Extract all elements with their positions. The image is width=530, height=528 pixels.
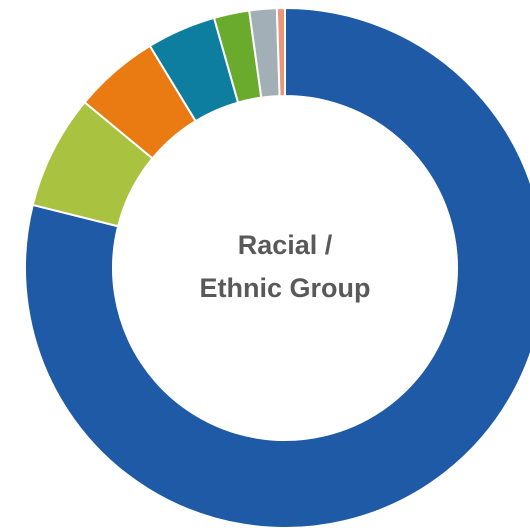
center-label: Ethnic Group bbox=[200, 273, 371, 303]
center-label: Racial / bbox=[238, 230, 333, 260]
donut bbox=[24, 6, 530, 528]
donut-slice bbox=[24, 6, 530, 528]
donut-slice bbox=[275, 6, 286, 98]
